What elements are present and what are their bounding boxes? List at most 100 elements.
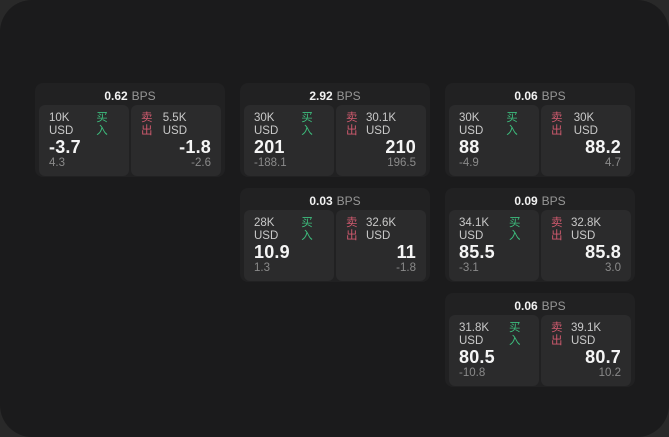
- card-body: 30K USD 买入 88 -4.9 卖出 30K USD 88.2 4.7: [449, 105, 631, 176]
- buy-delta: -3.1: [459, 262, 479, 274]
- buy-delta: 1.3: [254, 262, 270, 274]
- quote-card: 0.06 BPS 31.8K USD 买入 80.5 -10.8 卖出 39.1…: [445, 293, 635, 387]
- buy-panel[interactable]: 10K USD 买入 -3.7 4.3: [39, 105, 129, 176]
- quote-card: 0.62 BPS 10K USD 买入 -3.7 4.3 卖出 5.5K USD…: [35, 83, 225, 177]
- bps-value: 0.06: [514, 299, 538, 313]
- buy-amount: 34.1K USD: [459, 217, 490, 242]
- buy-panel-top: 30K USD 买入: [254, 112, 324, 138]
- sell-panel-top: 卖出 32.8K USD: [551, 217, 621, 243]
- cards-grid: 0.62 BPS 10K USD 买入 -3.7 4.3 卖出 5.5K USD…: [35, 83, 635, 387]
- card-header: 0.09 BPS: [449, 192, 631, 210]
- sell-delta: 3.0: [605, 262, 621, 274]
- sell-delta: 196.5: [387, 157, 416, 169]
- bps-value: 0.62: [104, 89, 128, 103]
- sell-panel[interactable]: 卖出 30.1K USD 210 196.5: [336, 105, 426, 176]
- sell-delta: -1.8: [396, 262, 416, 274]
- sell-price: 210: [385, 137, 416, 157]
- sell-label: 卖出: [551, 322, 563, 347]
- sell-price: -1.8: [179, 137, 211, 157]
- bps-value: 0.06: [514, 89, 538, 103]
- buy-amount: 28K USD: [254, 217, 279, 242]
- buy-price: 88: [459, 137, 480, 157]
- card-body: 34.1K USD 买入 85.5 -3.1 卖出 32.8K USD 85.8…: [449, 210, 631, 281]
- buy-label: 买入: [509, 217, 521, 242]
- bps-unit: BPS: [336, 194, 361, 208]
- bps-unit: BPS: [541, 194, 566, 208]
- buy-amount: 31.8K USD: [459, 322, 490, 347]
- buy-delta: -4.9: [459, 157, 479, 169]
- sell-panel[interactable]: 卖出 5.5K USD -1.8 -2.6: [131, 105, 221, 176]
- buy-panel-top: 34.1K USD 买入: [459, 217, 529, 243]
- bps-unit: BPS: [131, 89, 156, 103]
- sell-amount: 32.8K USD: [571, 217, 602, 242]
- sell-price: 85.8: [585, 242, 621, 262]
- buy-delta: -188.1: [254, 157, 287, 169]
- buy-price: 10.9: [254, 242, 290, 262]
- sell-amount: 39.1K USD: [571, 322, 602, 347]
- bps-unit: BPS: [336, 89, 361, 103]
- quote-card: 0.06 BPS 30K USD 买入 88 -4.9 卖出 30K USD 8…: [445, 83, 635, 177]
- buy-price: 201: [254, 137, 285, 157]
- sell-panel-top: 卖出 30.1K USD: [346, 112, 416, 138]
- buy-amount: 30K USD: [459, 112, 484, 137]
- buy-panel[interactable]: 30K USD 买入 88 -4.9: [449, 105, 539, 176]
- bps-unit: BPS: [541, 299, 566, 313]
- sell-label: 卖出: [551, 112, 563, 137]
- sell-panel-top: 卖出 39.1K USD: [551, 322, 621, 348]
- sell-delta: 10.2: [598, 367, 621, 379]
- sell-amount: 5.5K USD: [162, 112, 187, 137]
- sell-panel-top: 卖出 5.5K USD: [141, 112, 211, 138]
- buy-label: 买入: [96, 112, 108, 137]
- bps-value: 2.92: [309, 89, 333, 103]
- card-body: 10K USD 买入 -3.7 4.3 卖出 5.5K USD -1.8 -2.…: [39, 105, 221, 176]
- buy-panel[interactable]: 28K USD 买入 10.9 1.3: [244, 210, 334, 281]
- sell-label: 卖出: [346, 112, 358, 137]
- buy-panel[interactable]: 34.1K USD 买入 85.5 -3.1: [449, 210, 539, 281]
- quote-card: 2.92 BPS 30K USD 买入 201 -188.1 卖出 30.1K …: [240, 83, 430, 177]
- buy-panel-top: 28K USD 买入: [254, 217, 324, 243]
- sell-panel[interactable]: 卖出 32.8K USD 85.8 3.0: [541, 210, 631, 281]
- sell-price: 11: [396, 242, 416, 262]
- sell-panel[interactable]: 卖出 39.1K USD 80.7 10.2: [541, 315, 631, 386]
- card-header: 0.06 BPS: [449, 87, 631, 105]
- card-body: 30K USD 买入 201 -188.1 卖出 30.1K USD 210 1…: [244, 105, 426, 176]
- buy-label: 买入: [301, 217, 313, 242]
- sell-price: 80.7: [585, 347, 621, 367]
- sell-amount: 32.6K USD: [366, 217, 397, 242]
- buy-delta: 4.3: [49, 157, 65, 169]
- bps-unit: BPS: [541, 89, 566, 103]
- sell-amount: 30.1K USD: [366, 112, 397, 137]
- sell-panel[interactable]: 卖出 30K USD 88.2 4.7: [541, 105, 631, 176]
- sell-label: 卖出: [551, 217, 563, 242]
- buy-panel[interactable]: 30K USD 买入 201 -188.1: [244, 105, 334, 176]
- card-header: 0.06 BPS: [449, 297, 631, 315]
- buy-price: 80.5: [459, 347, 495, 367]
- card-header: 0.62 BPS: [39, 87, 221, 105]
- buy-panel-top: 10K USD 买入: [49, 112, 119, 138]
- card-header: 0.03 BPS: [244, 192, 426, 210]
- buy-label: 买入: [509, 322, 521, 347]
- sell-panel[interactable]: 卖出 32.6K USD 11 -1.8: [336, 210, 426, 281]
- card-body: 28K USD 买入 10.9 1.3 卖出 32.6K USD 11 -1.8: [244, 210, 426, 281]
- buy-label: 买入: [506, 112, 518, 137]
- buy-amount: 30K USD: [254, 112, 279, 137]
- sell-delta: -2.6: [191, 157, 211, 169]
- buy-panel[interactable]: 31.8K USD 买入 80.5 -10.8: [449, 315, 539, 386]
- sell-price: 88.2: [585, 137, 621, 157]
- buy-panel-top: 30K USD 买入: [459, 112, 529, 138]
- bps-value: 0.09: [514, 194, 538, 208]
- sell-label: 卖出: [141, 112, 153, 137]
- card-body: 31.8K USD 买入 80.5 -10.8 卖出 39.1K USD 80.…: [449, 315, 631, 386]
- buy-price: -3.7: [49, 137, 81, 157]
- buy-label: 买入: [301, 112, 313, 137]
- sell-delta: 4.7: [605, 157, 621, 169]
- buy-amount: 10K USD: [49, 112, 74, 137]
- buy-panel-top: 31.8K USD 买入: [459, 322, 529, 348]
- buy-price: 85.5: [459, 242, 495, 262]
- sell-panel-top: 卖出 30K USD: [551, 112, 621, 138]
- quote-card: 0.03 BPS 28K USD 买入 10.9 1.3 卖出 32.6K US…: [240, 188, 430, 282]
- sell-label: 卖出: [346, 217, 358, 242]
- buy-delta: -10.8: [459, 367, 486, 379]
- sell-panel-top: 卖出 32.6K USD: [346, 217, 416, 243]
